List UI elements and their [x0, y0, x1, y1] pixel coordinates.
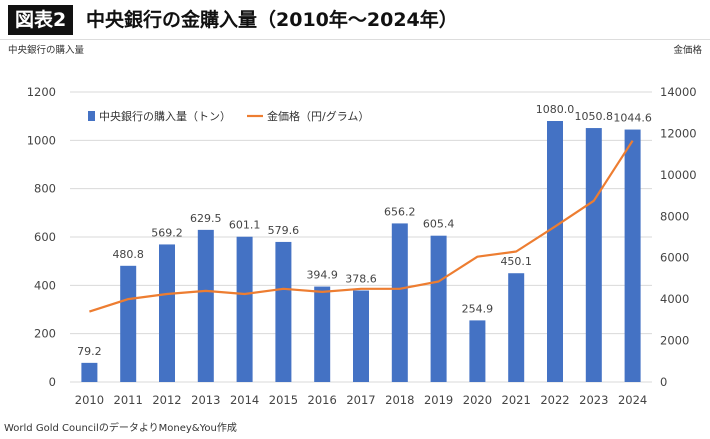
bar: [353, 290, 369, 382]
right-tick-label: 4000: [660, 292, 689, 306]
left-tick-label: 600: [34, 230, 56, 244]
bar: [275, 241, 292, 382]
bar: [159, 244, 175, 382]
bar-value-label: 656.2: [384, 205, 416, 218]
source-note: World Gold CouncilのデータよりMoney&You作成: [4, 423, 237, 434]
right-tick-label: 12000: [660, 126, 697, 140]
bar: [236, 236, 253, 382]
x-tick-label: 2019: [424, 393, 453, 407]
right-tick-label: 6000: [660, 251, 689, 265]
figure-label: 図表2: [8, 5, 74, 35]
x-tick-label: 2021: [502, 393, 531, 407]
legend-label-bars: 中央銀行の購入量（トン）: [99, 109, 231, 123]
gold-price-line: [89, 140, 634, 313]
x-tick-label: 2013: [191, 393, 220, 407]
x-tick-label: 2023: [579, 393, 608, 407]
bar: [197, 229, 214, 382]
right-tick-label: 14000: [660, 85, 697, 99]
left-tick-label: 200: [34, 327, 56, 341]
x-tick-label: 2024: [618, 393, 647, 407]
bar: [585, 128, 602, 382]
right-axis-unit: 金価格: [673, 45, 702, 56]
page-title: 中央銀行の金購入量（2010年～2024年）: [86, 9, 458, 31]
x-tick-label: 2012: [152, 393, 181, 407]
bar: [120, 265, 137, 382]
bar-value-label: 605.4: [423, 218, 455, 231]
x-tick-label: 2017: [346, 393, 375, 407]
bar-value-label: 450.1: [500, 255, 532, 268]
bar-value-label: 394.9: [306, 269, 338, 282]
left-tick-label: 1200: [27, 85, 56, 99]
x-tick-label: 2015: [269, 393, 298, 407]
left-tick-label: 0: [49, 375, 56, 389]
bar: [508, 273, 525, 382]
left-axis-unit: 中央銀行の購入量: [8, 45, 85, 56]
right-tick-label: 2000: [660, 334, 689, 348]
bar-value-label: 1080.0: [536, 103, 575, 116]
left-tick-label: 800: [34, 182, 56, 196]
left-tick-label: 400: [34, 278, 56, 292]
legend-swatch-bars: [88, 111, 95, 121]
bar-value-label: 1050.8: [575, 110, 614, 123]
bar-value-label: 569.2: [151, 226, 183, 239]
bar: [624, 129, 641, 382]
x-tick-label: 2022: [540, 393, 569, 407]
right-tick-label: 10000: [660, 168, 697, 182]
bar-value-label: 378.6: [345, 273, 377, 286]
bar: [81, 362, 98, 382]
x-tick-label: 2020: [463, 393, 492, 407]
x-tick-label: 2014: [230, 393, 259, 407]
x-tick-label: 2011: [114, 393, 143, 407]
header-divider: [0, 39, 710, 40]
left-tick-label: 1000: [27, 133, 56, 147]
right-tick-label: 0: [660, 375, 667, 389]
bar-value-label: 579.6: [268, 224, 300, 237]
bar-value-label: 79.2: [77, 345, 102, 358]
bar: [547, 121, 563, 382]
bar: [469, 320, 486, 382]
x-tick-label: 2016: [308, 393, 337, 407]
legend-label-line: 金価格（円/グラム）: [267, 109, 369, 123]
bar: [430, 235, 447, 382]
x-tick-label: 2018: [385, 393, 414, 407]
bar-value-label: 629.5: [190, 212, 222, 225]
bar-value-label: 601.1: [229, 219, 261, 232]
bar-value-label: 254.9: [462, 302, 494, 315]
x-tick-label: 2010: [75, 393, 104, 407]
header: 図表2 中央銀行の金購入量（2010年～2024年）: [0, 0, 710, 40]
bar: [391, 223, 408, 382]
bar: [314, 286, 331, 382]
bar-value-label: 480.8: [112, 248, 144, 261]
right-tick-label: 8000: [660, 209, 689, 223]
bar-value-label: 1044.6: [613, 112, 652, 125]
